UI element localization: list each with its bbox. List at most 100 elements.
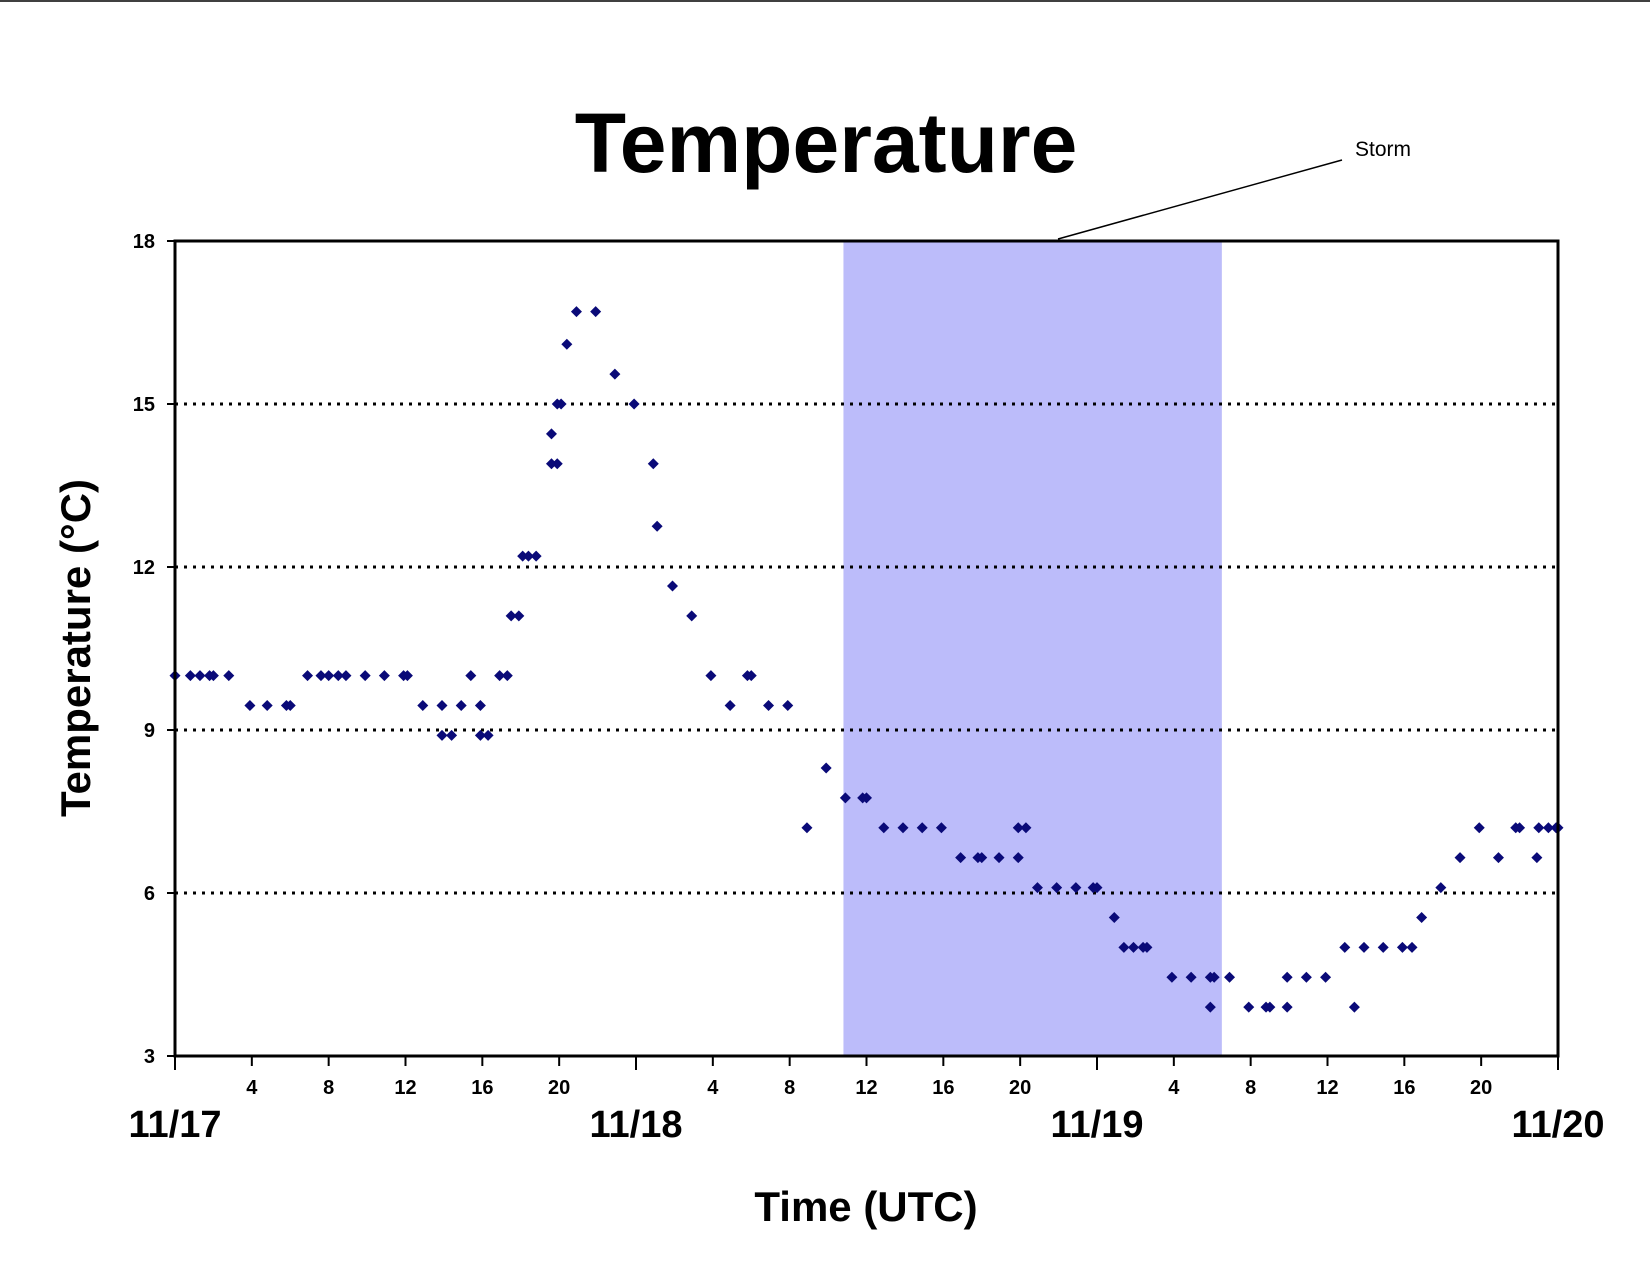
data-point bbox=[897, 822, 909, 834]
date-labels: 11/17 11/18 11/19 11/20 bbox=[129, 1104, 1605, 1146]
data-point bbox=[417, 700, 429, 712]
data-point bbox=[1531, 852, 1543, 864]
data-point bbox=[1141, 941, 1153, 953]
data-point bbox=[1070, 882, 1082, 894]
data-point bbox=[839, 792, 851, 804]
data-point bbox=[323, 670, 335, 682]
x-tick-label: 20 bbox=[1009, 1077, 1031, 1099]
data-point bbox=[861, 792, 872, 804]
data-point bbox=[302, 670, 314, 682]
data-point bbox=[1435, 882, 1447, 894]
data-point bbox=[705, 670, 717, 682]
data-point bbox=[1091, 882, 1103, 894]
data-point bbox=[763, 700, 775, 712]
data-point bbox=[207, 670, 219, 682]
data-point bbox=[359, 670, 371, 682]
y-tick-label: 12 bbox=[133, 557, 155, 579]
data-point bbox=[1514, 822, 1526, 834]
data-point bbox=[1533, 822, 1545, 834]
y-tick-label: 3 bbox=[144, 1046, 155, 1068]
data-point bbox=[315, 670, 327, 682]
data-point bbox=[1454, 852, 1466, 864]
data-point bbox=[1542, 822, 1554, 834]
date-label: 11/18 bbox=[590, 1104, 683, 1146]
date-label: 11/17 bbox=[129, 1104, 222, 1146]
storm-annotation-leader bbox=[1057, 159, 1343, 240]
chart-title: Temperature bbox=[575, 96, 1078, 190]
data-point bbox=[184, 670, 196, 682]
data-point bbox=[455, 700, 467, 712]
x-tick-label: 8 bbox=[323, 1077, 334, 1099]
y-tick-label: 9 bbox=[144, 720, 155, 742]
data-point bbox=[1051, 882, 1063, 894]
data-point bbox=[993, 852, 1005, 864]
x-tick-label: 8 bbox=[1245, 1077, 1256, 1099]
storm-shaded-region bbox=[843, 241, 1222, 1056]
data-point bbox=[436, 700, 448, 712]
storm-annotation-label: Storm bbox=[1355, 138, 1411, 161]
data-point bbox=[1281, 971, 1293, 983]
data-point bbox=[1300, 971, 1312, 983]
data-point bbox=[1406, 941, 1418, 953]
data-point bbox=[1473, 822, 1485, 834]
data-point bbox=[530, 550, 542, 562]
data-point bbox=[1012, 822, 1024, 834]
data-point bbox=[686, 610, 698, 622]
data-point bbox=[782, 700, 794, 712]
data-point bbox=[745, 670, 757, 682]
data-point bbox=[1281, 1001, 1293, 1013]
data-point bbox=[517, 550, 529, 562]
data-point bbox=[501, 670, 513, 682]
data-point bbox=[1348, 1001, 1360, 1013]
data-point bbox=[609, 368, 621, 380]
data-point bbox=[261, 700, 273, 712]
data-point bbox=[494, 670, 506, 682]
data-point bbox=[340, 670, 352, 682]
data-point bbox=[1224, 971, 1236, 983]
data-point bbox=[1320, 971, 1332, 983]
data-point bbox=[555, 398, 567, 410]
data-point bbox=[1185, 971, 1197, 983]
data-point bbox=[436, 729, 448, 741]
data-point bbox=[223, 670, 235, 682]
data-point bbox=[284, 700, 296, 712]
data-point bbox=[916, 822, 928, 834]
data-point bbox=[1492, 852, 1504, 864]
data-point bbox=[651, 520, 663, 532]
data-point bbox=[666, 580, 678, 592]
data-point bbox=[1208, 971, 1220, 983]
x-tick-label: 12 bbox=[394, 1077, 416, 1099]
data-point bbox=[522, 550, 534, 562]
gridlines bbox=[175, 402, 1558, 895]
x-tick-label: 4 bbox=[707, 1077, 719, 1099]
data-point bbox=[482, 729, 494, 741]
x-tick-label: 4 bbox=[1168, 1077, 1180, 1099]
x-tick-label: 16 bbox=[1393, 1077, 1415, 1099]
x-tick-label: 20 bbox=[1470, 1077, 1492, 1099]
y-tick-label: 18 bbox=[133, 231, 155, 253]
data-point bbox=[570, 306, 582, 318]
data-point bbox=[446, 729, 458, 741]
data-point bbox=[647, 458, 659, 470]
x-tick-label: 8 bbox=[784, 1077, 795, 1099]
x-axis-title: Time (UTC) bbox=[754, 1183, 977, 1230]
data-point bbox=[332, 670, 344, 682]
x-tick-label: 4 bbox=[246, 1077, 258, 1099]
data-point bbox=[590, 306, 602, 318]
data-point bbox=[955, 852, 967, 864]
data-point bbox=[551, 458, 563, 470]
data-point bbox=[561, 338, 573, 350]
date-label: 11/20 bbox=[1512, 1104, 1605, 1146]
data-point bbox=[1377, 941, 1389, 953]
data-point bbox=[474, 729, 486, 741]
storm-band bbox=[843, 241, 1222, 1056]
x-tick-label: 16 bbox=[932, 1077, 954, 1099]
data-points bbox=[169, 306, 1564, 1013]
data-point bbox=[1396, 941, 1408, 953]
data-point bbox=[244, 700, 256, 712]
data-point bbox=[724, 700, 736, 712]
data-point bbox=[545, 458, 557, 470]
data-point bbox=[1204, 1001, 1216, 1013]
y-axis-ticks: 3 6 9 12 15 18 bbox=[133, 231, 175, 1068]
